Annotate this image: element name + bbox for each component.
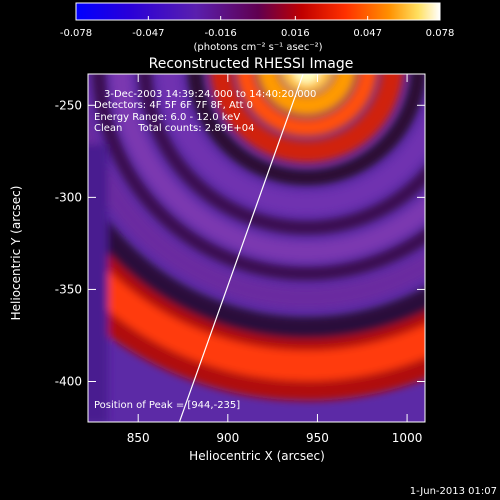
colorbar-tick-label-1: -0.047 (132, 28, 164, 39)
heatmap-ring-4 (91, 74, 425, 281)
heatmap-ring-2 (88, 188, 425, 339)
heatmap-left-fade (88, 144, 108, 422)
annotation-energy: Energy Range: 6.0 - 12.0 keV (94, 112, 240, 123)
heatmap-ring-9 (210, 74, 404, 163)
y-tick-label-1: -300 (55, 190, 82, 204)
colorbar (75, 2, 441, 21)
footer-date: 1-Jun-2013 01:07 (410, 486, 497, 497)
heatmap-ring-8 (186, 74, 425, 186)
y-axis-label: Heliocentric Y (arcsec) (9, 186, 23, 321)
colorbar-tick-label-3: 0.016 (281, 28, 310, 39)
axis-ticks: 850 900 950 1000 -250 -300 -350 -400 (55, 74, 425, 445)
heatmap-bands (88, 74, 425, 422)
annotation-time: 3-Dec-2003 14:39:24.000 to 14:40:20.000 (104, 89, 316, 100)
heatmap-ring-3 (88, 97, 425, 309)
x-tick-label-3: 1000 (392, 431, 423, 445)
chart-title: Reconstructed RHESSI Image (149, 56, 354, 72)
heatmap-ring-7 (157, 74, 425, 215)
y-tick-label-0: -250 (55, 98, 82, 112)
heatmap-image (88, 74, 425, 422)
heatmap-core (279, 74, 334, 94)
colorbar-unit-label: (photons cm⁻² s⁻¹ asec⁻²) (193, 42, 322, 53)
x-axis-label: Heliocentric X (arcsec) (189, 449, 325, 463)
y-tick-label-3: -400 (55, 374, 82, 388)
plot-frame (87, 73, 426, 423)
colorbar-ticks: -0.078 -0.047 -0.016 0.016 0.047 0.078 (60, 16, 454, 39)
annotation-peak: Position of Peak = [944,-235] (94, 400, 240, 411)
heatmap-ring-6 (137, 74, 425, 235)
colorbar-tick-label-0: -0.078 (60, 28, 92, 39)
colorbar-tick-label-5: 0.078 (426, 28, 455, 39)
annotation-detectors: Detectors: 4F 5F 6F 7F 8F, Att 0 (94, 100, 253, 111)
heatmap-ring-5 (110, 74, 425, 262)
heatmap-ring-11 (257, 74, 356, 116)
heatmap-ring-1 (88, 248, 425, 381)
heatmap-ring-10 (236, 74, 378, 137)
limb-line (178, 74, 304, 422)
colorbar-tick-label-4: 0.047 (353, 28, 382, 39)
x-tick-label-1: 900 (216, 431, 239, 445)
x-tick-label-0: 850 (127, 431, 150, 445)
annotation-clean: Clean Total counts: 2.89E+04 (94, 123, 254, 134)
y-tick-label-2: -350 (55, 282, 82, 296)
colorbar-tick-label-2: -0.016 (205, 28, 237, 39)
x-tick-label-2: 950 (306, 431, 329, 445)
